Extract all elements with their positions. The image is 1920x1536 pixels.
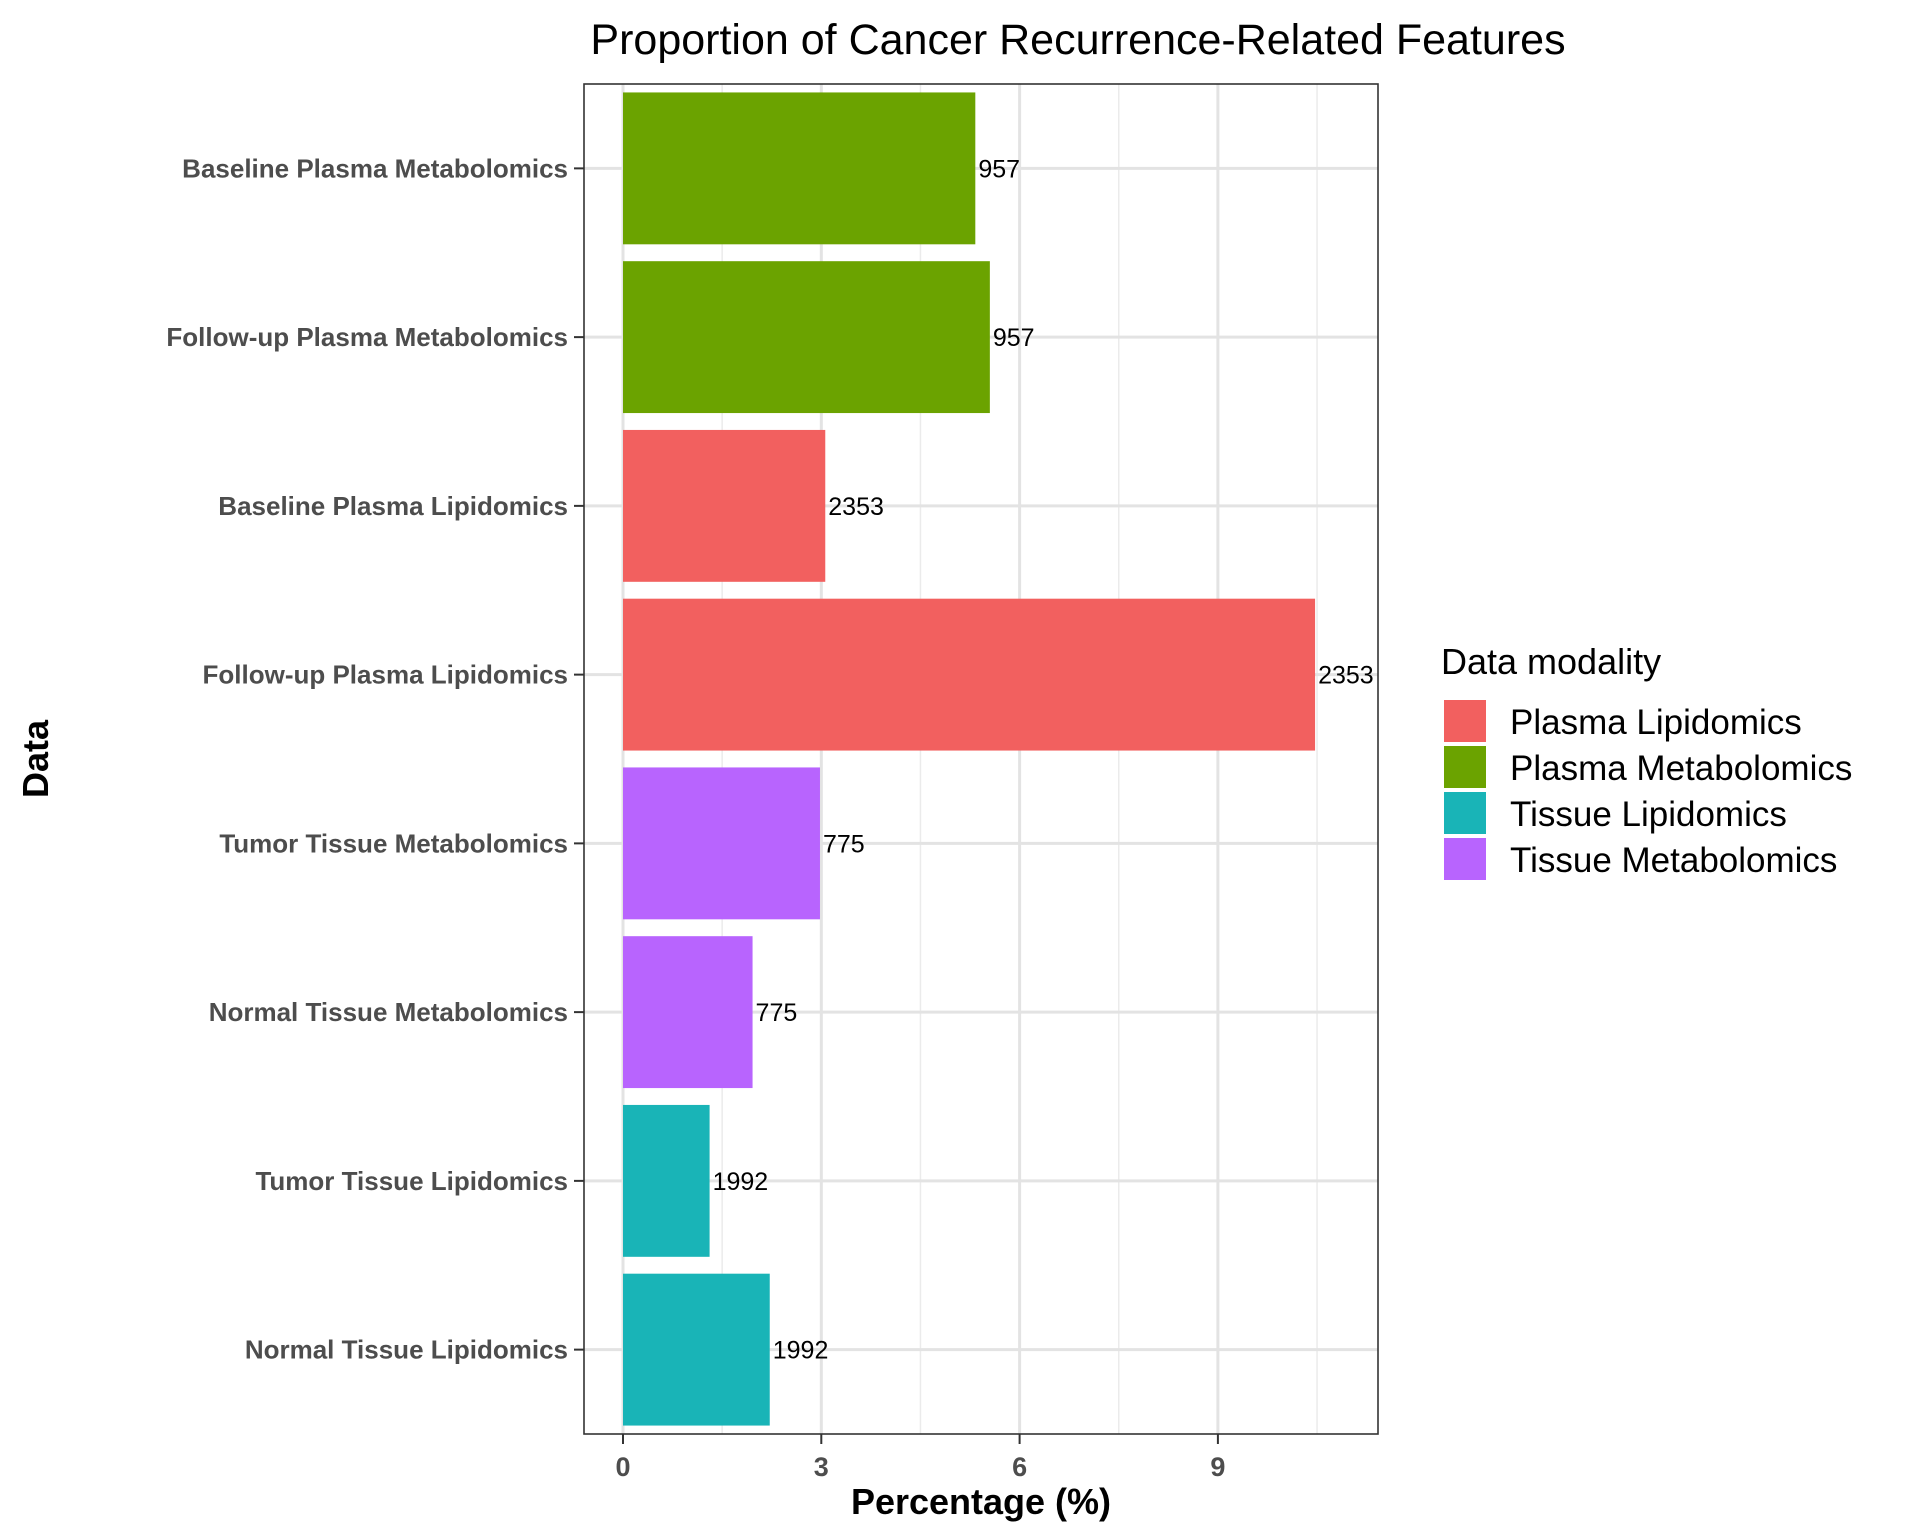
y-tick-label: Baseline Plasma Metabolomics — [182, 153, 568, 183]
legend: Data modality Plasma Lipidomics Plasma Me… — [1441, 641, 1852, 880]
bars — [623, 92, 1316, 1426]
y-tick-label: Baseline Plasma Lipidomics — [218, 491, 568, 521]
y-tick-label: Normal Tissue Metabolomics — [209, 997, 568, 1027]
y-tick-label: Tumor Tissue Lipidomics — [255, 1166, 568, 1196]
bar — [623, 429, 826, 582]
x-axis-title: Percentage (%) — [851, 1481, 1111, 1522]
legend-key — [1444, 700, 1486, 742]
data-label: 2353 — [1318, 662, 1374, 690]
plot-panel-border — [583, 83, 1379, 1435]
data-label: 775 — [756, 999, 798, 1027]
x-tick-label: 0 — [615, 1452, 630, 1482]
data-label: 775 — [823, 830, 865, 858]
bar — [623, 598, 1316, 751]
bar — [623, 92, 976, 245]
data-labels: 957 957 2353 2353 775 775 1992 1992 — [713, 155, 1374, 1364]
legend-key — [1444, 792, 1486, 834]
y-axis-title: Data — [15, 719, 56, 798]
y-tick-label: Follow-up Plasma Lipidomics — [203, 660, 569, 690]
x-tick-label: 3 — [814, 1452, 829, 1482]
legend-label: Tissue Lipidomics — [1510, 795, 1787, 834]
x-axis: 0 3 6 9 — [615, 1434, 1225, 1482]
chart-title: Proportion of Cancer Recurrence-Related … — [590, 16, 1565, 64]
bar — [623, 936, 753, 1089]
bar — [623, 261, 990, 414]
x-tick-label: 9 — [1210, 1452, 1225, 1482]
legend-label: Tissue Metabolomics — [1510, 841, 1837, 880]
legend-key — [1444, 746, 1486, 788]
bar — [623, 1104, 710, 1257]
data-label: 957 — [978, 155, 1020, 183]
legend-label: Plasma Lipidomics — [1510, 703, 1802, 742]
y-tick-label: Follow-up Plasma Metabolomics — [166, 322, 568, 352]
legend-label: Plasma Metabolomics — [1510, 749, 1852, 788]
y-tick-label: Tumor Tissue Metabolomics — [219, 828, 568, 858]
legend-key — [1444, 838, 1486, 880]
y-axis: Baseline Plasma Metabolomics Follow-up Pl… — [166, 153, 584, 1365]
data-label: 2353 — [828, 493, 884, 521]
legend-title: Data modality — [1441, 641, 1661, 682]
data-label: 1992 — [713, 1168, 769, 1196]
data-label: 957 — [993, 324, 1035, 352]
y-tick-label: Normal Tissue Lipidomics — [245, 1335, 568, 1365]
x-tick-label: 6 — [1012, 1452, 1027, 1482]
bar — [623, 767, 820, 920]
data-label: 1992 — [773, 1337, 829, 1365]
bar — [623, 1273, 770, 1426]
